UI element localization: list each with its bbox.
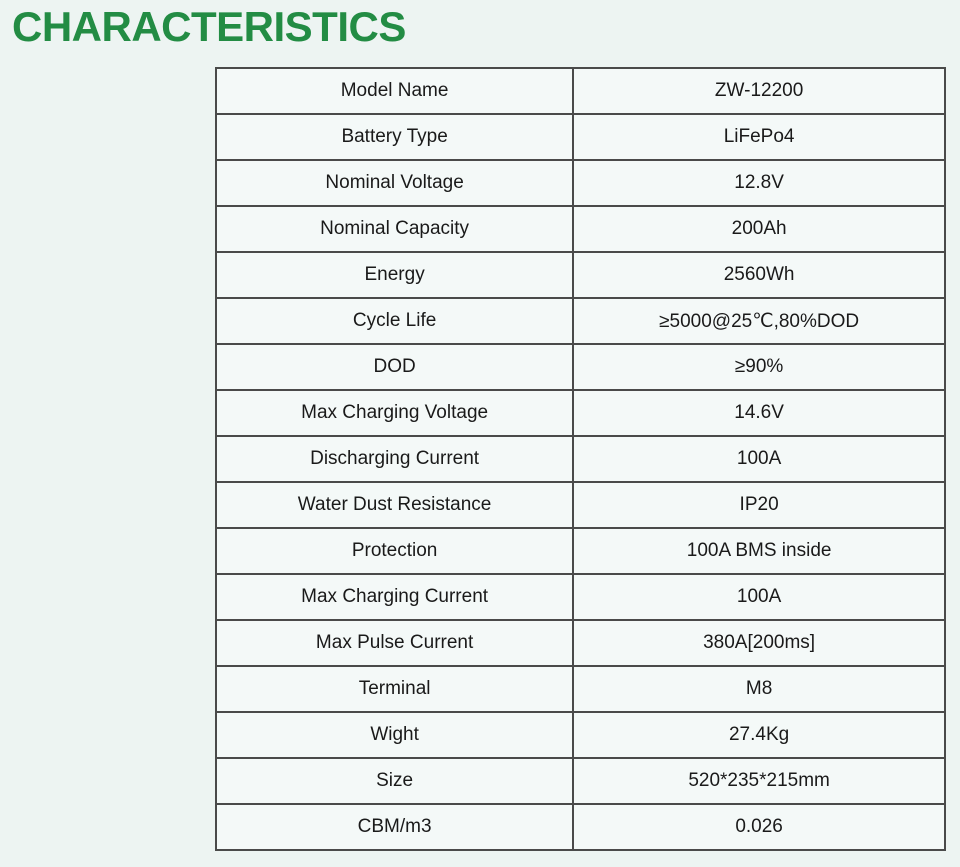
spec-value: M8 bbox=[573, 666, 945, 712]
spec-value: 380A[200ms] bbox=[573, 620, 945, 666]
table-row: Protection100A BMS inside bbox=[216, 528, 945, 574]
table-row: DOD≥90% bbox=[216, 344, 945, 390]
characteristics-table: Model NameZW-12200Battery TypeLiFePo4Nom… bbox=[215, 67, 946, 851]
spec-label: Nominal Capacity bbox=[216, 206, 573, 252]
table-row: Wight27.4Kg bbox=[216, 712, 945, 758]
spec-label: Battery Type bbox=[216, 114, 573, 160]
spec-value: 0.026 bbox=[573, 804, 945, 850]
spec-label: Wight bbox=[216, 712, 573, 758]
spec-label: Water Dust Resistance bbox=[216, 482, 573, 528]
spec-value: 100A BMS inside bbox=[573, 528, 945, 574]
spec-value: 14.6V bbox=[573, 390, 945, 436]
spec-label: Protection bbox=[216, 528, 573, 574]
spec-table-rows: Model NameZW-12200Battery TypeLiFePo4Nom… bbox=[216, 68, 945, 850]
table-row: Nominal Capacity200Ah bbox=[216, 206, 945, 252]
table-row: Nominal Voltage12.8V bbox=[216, 160, 945, 206]
table-row: Discharging Current100A bbox=[216, 436, 945, 482]
table-row: TerminalM8 bbox=[216, 666, 945, 712]
table-row: Size520*235*215mm bbox=[216, 758, 945, 804]
spec-label: Max Charging Current bbox=[216, 574, 573, 620]
spec-label: Model Name bbox=[216, 68, 573, 114]
spec-label: Cycle Life bbox=[216, 298, 573, 344]
spec-label: Nominal Voltage bbox=[216, 160, 573, 206]
spec-value: 200Ah bbox=[573, 206, 945, 252]
spec-label: Max Charging Voltage bbox=[216, 390, 573, 436]
table-row: Max Charging Current100A bbox=[216, 574, 945, 620]
spec-label: CBM/m3 bbox=[216, 804, 573, 850]
page-title: CHARACTERISTICS bbox=[12, 6, 960, 48]
spec-value: IP20 bbox=[573, 482, 945, 528]
table-row: Energy2560Wh bbox=[216, 252, 945, 298]
spec-value: ≥5000@25℃,80%DOD bbox=[573, 298, 945, 344]
spec-value: LiFePo4 bbox=[573, 114, 945, 160]
spec-value: 12.8V bbox=[573, 160, 945, 206]
spec-label: Discharging Current bbox=[216, 436, 573, 482]
table-row: Model NameZW-12200 bbox=[216, 68, 945, 114]
spec-label: Terminal bbox=[216, 666, 573, 712]
table-row: Max Pulse Current380A[200ms] bbox=[216, 620, 945, 666]
spec-value: 100A bbox=[573, 436, 945, 482]
table-row: CBM/m30.026 bbox=[216, 804, 945, 850]
spec-label: Energy bbox=[216, 252, 573, 298]
spec-value: ZW-12200 bbox=[573, 68, 945, 114]
spec-value: 520*235*215mm bbox=[573, 758, 945, 804]
table-row: Battery TypeLiFePo4 bbox=[216, 114, 945, 160]
spec-value: 100A bbox=[573, 574, 945, 620]
spec-value: ≥90% bbox=[573, 344, 945, 390]
table-row: Cycle Life≥5000@25℃,80%DOD bbox=[216, 298, 945, 344]
spec-value: 27.4Kg bbox=[573, 712, 945, 758]
spec-label: Max Pulse Current bbox=[216, 620, 573, 666]
table-row: Water Dust ResistanceIP20 bbox=[216, 482, 945, 528]
spec-label: DOD bbox=[216, 344, 573, 390]
spec-value: 2560Wh bbox=[573, 252, 945, 298]
table-row: Max Charging Voltage14.6V bbox=[216, 390, 945, 436]
spec-label: Size bbox=[216, 758, 573, 804]
